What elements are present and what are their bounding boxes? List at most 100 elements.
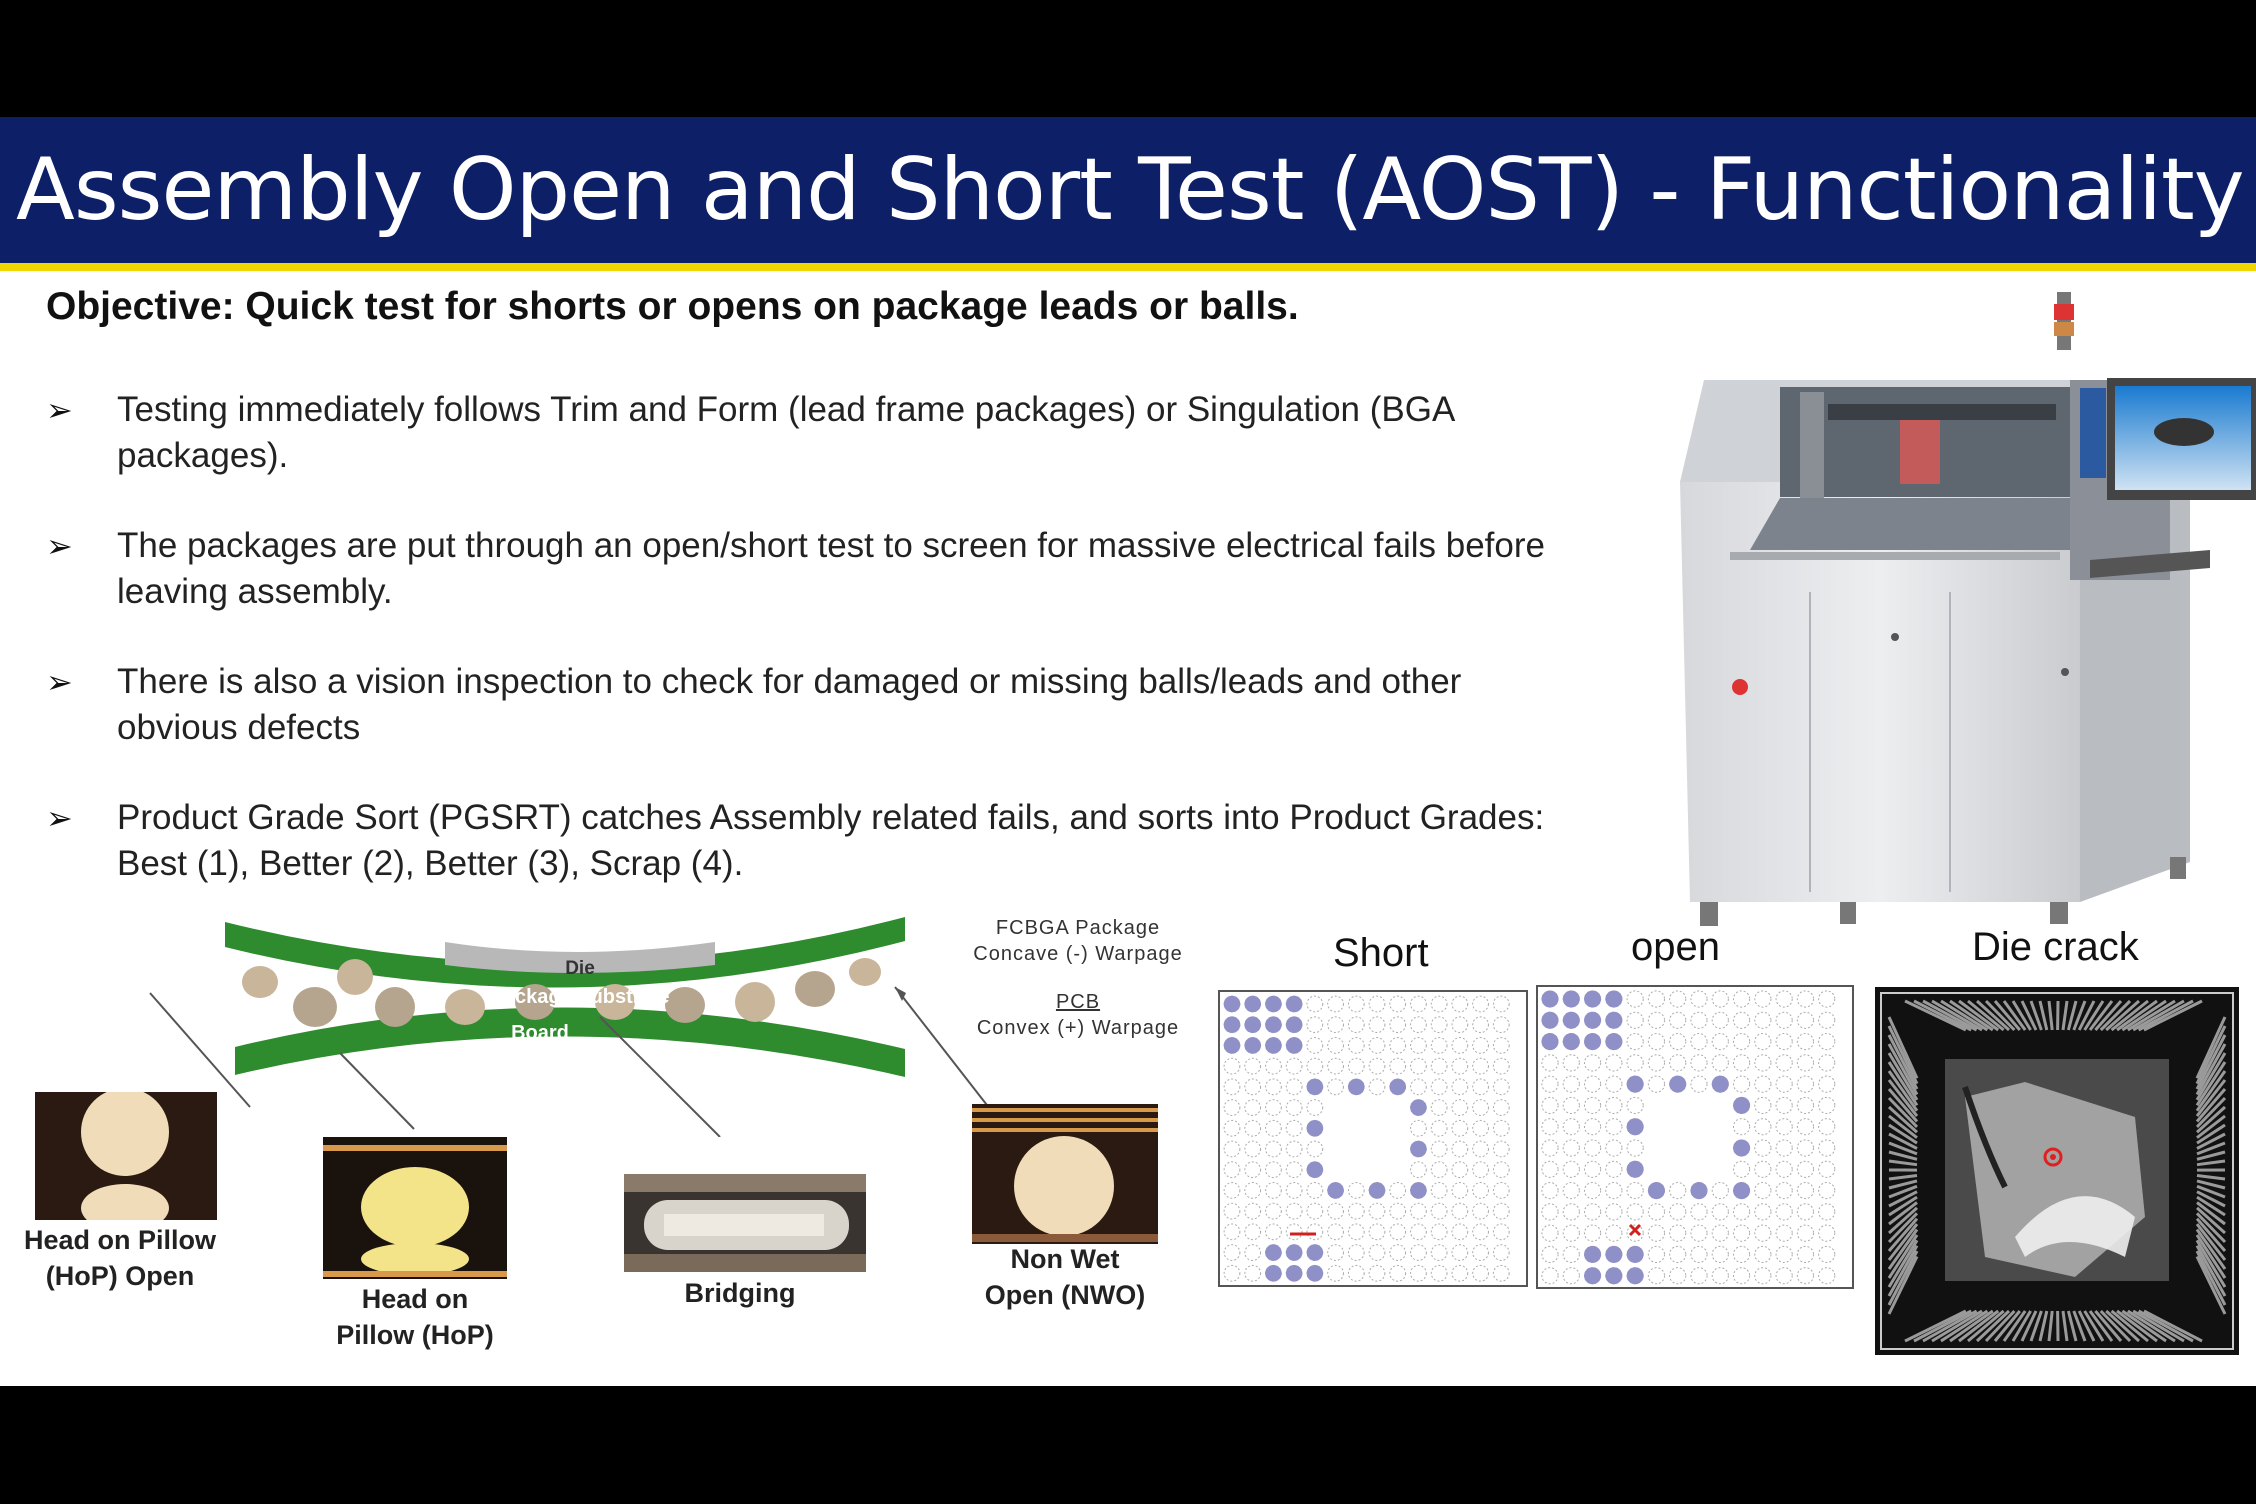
ball-site: [1775, 1160, 1793, 1178]
lead-finger: [2196, 1179, 2226, 1190]
ball-site: [1669, 1224, 1687, 1242]
highlighted-ball: [1244, 995, 1261, 1013]
highlighted-ball: [1265, 1265, 1282, 1282]
ball-site: [1472, 1161, 1489, 1179]
fcbga-note-line: FCBGA Package: [995, 917, 1161, 939]
lead-finger: [2029, 1310, 2043, 1342]
highlighted-ball: [1626, 1267, 1644, 1285]
lead-finger: [2094, 1000, 2123, 1031]
lead-finger: [2047, 1000, 2054, 1031]
lead-finger: [2195, 1250, 2227, 1306]
lead-finger: [2195, 1217, 2227, 1252]
lead-finger: [1887, 1096, 1919, 1128]
highlighted-ball: [1244, 1037, 1261, 1054]
ball-site: [1711, 1267, 1729, 1285]
highlighted-ball: [1265, 1037, 1282, 1054]
ball-site: [1754, 1011, 1772, 1029]
lead-finger: [1887, 1079, 1919, 1118]
ball-site: [1754, 990, 1772, 1008]
ball-site: [1732, 1203, 1751, 1221]
highlighted-ball: [1306, 1078, 1324, 1096]
highlighted-ball: [1669, 1075, 1687, 1093]
highlighted-ball: [1541, 1011, 1559, 1029]
lead-finger: [1888, 1190, 1918, 1208]
lead-finger: [2195, 1052, 2227, 1101]
highlighted-ball: [1410, 1099, 1427, 1116]
lead-finger: [2196, 1184, 2226, 1199]
ball-site: [1562, 1267, 1580, 1285]
ball-site: [1451, 1119, 1469, 1137]
lead-finger: [2195, 1255, 2227, 1315]
ball-site: [1430, 1264, 1448, 1282]
lead-finger: [2195, 1070, 2227, 1112]
open-label: open: [1631, 925, 1720, 969]
highlighted-ball: [1368, 1182, 1386, 1199]
lead-finger: [1904, 1309, 1967, 1343]
lead-finger: [2196, 1159, 2226, 1167]
ball-site: [1541, 1267, 1559, 1285]
lead-finger: [1949, 999, 1994, 1032]
highlighted-ball: [1244, 1016, 1261, 1033]
ball-site: [1583, 1139, 1602, 1157]
ball-site: [1472, 1182, 1489, 1199]
ball-site: [1647, 1054, 1666, 1072]
ball-site: [1368, 1264, 1386, 1282]
highlighted-ball: [1626, 1075, 1644, 1093]
ball-site: [1410, 1078, 1427, 1096]
lead-finger: [2195, 1244, 2227, 1297]
ball-site: [1451, 1244, 1469, 1261]
ball-site: [1347, 1016, 1365, 1034]
ball-site: [1451, 1161, 1469, 1179]
lead-finger: [1888, 1195, 1918, 1217]
lead-finger: [1888, 1184, 1918, 1199]
ball-site: [1605, 1054, 1623, 1072]
ball-site: [1347, 1037, 1365, 1054]
lead-finger: [1887, 1223, 1919, 1261]
lead-finger: [1887, 1250, 1919, 1306]
ball-site: [1327, 1223, 1344, 1241]
lead-finger: [2132, 999, 2185, 1032]
ball-site: [1492, 1182, 1510, 1199]
ball-site: [1285, 1057, 1303, 1075]
ball-site: [1626, 1096, 1644, 1115]
bullet-item: ➢ The packages are put through an open/sh…: [46, 523, 1586, 615]
lead-finger: [1922, 999, 1978, 1032]
ball-site: [1669, 1245, 1687, 1264]
lead-finger: [2195, 1043, 2227, 1096]
highlighted-balls: [1223, 995, 1427, 1282]
lead-finger: [1984, 999, 2016, 1032]
bullet-text: The packages are put through an open/sho…: [117, 526, 1545, 611]
ball-site: [1368, 1223, 1386, 1241]
ball-site: [1605, 1139, 1623, 1157]
ball-site: [1605, 1203, 1623, 1221]
ball-site: [1818, 1245, 1836, 1264]
ball-site: [1430, 1057, 1448, 1075]
ball-site: [1223, 1202, 1241, 1220]
highlighted-ball: [1285, 995, 1303, 1013]
highlighted-ball: [1647, 1182, 1665, 1200]
ball-site: [1818, 1139, 1836, 1157]
ball-site: [1472, 1223, 1489, 1241]
lead-finger: [2061, 1310, 2069, 1342]
lead-finger: [2195, 1096, 2227, 1128]
ball-site: [1451, 1140, 1469, 1158]
ball-site: [1223, 1119, 1241, 1137]
hop-label-line: Head on: [361, 1284, 469, 1314]
ball-site: [1626, 990, 1644, 1008]
highlighted-ball: [1285, 1265, 1303, 1282]
lead-finger: [2083, 1310, 2105, 1342]
lead-finger: [1949, 1309, 1994, 1343]
ball-site: [1562, 1160, 1580, 1178]
lead-finger: [1887, 1070, 1919, 1112]
lead-finger: [1887, 1234, 1919, 1279]
highlighted-ball: [1306, 1265, 1324, 1282]
highlighted-ball: [1626, 1118, 1644, 1136]
lead-finger: [2099, 1309, 2132, 1343]
ball-site: [1492, 1119, 1510, 1137]
lead-finger: [1887, 1206, 1919, 1235]
ball-site: [1327, 995, 1344, 1013]
highlighted-ball: [1410, 1140, 1427, 1158]
lead-finger: [1913, 999, 1972, 1032]
ball-site: [1430, 1244, 1448, 1261]
ball-site: [1796, 1054, 1815, 1072]
